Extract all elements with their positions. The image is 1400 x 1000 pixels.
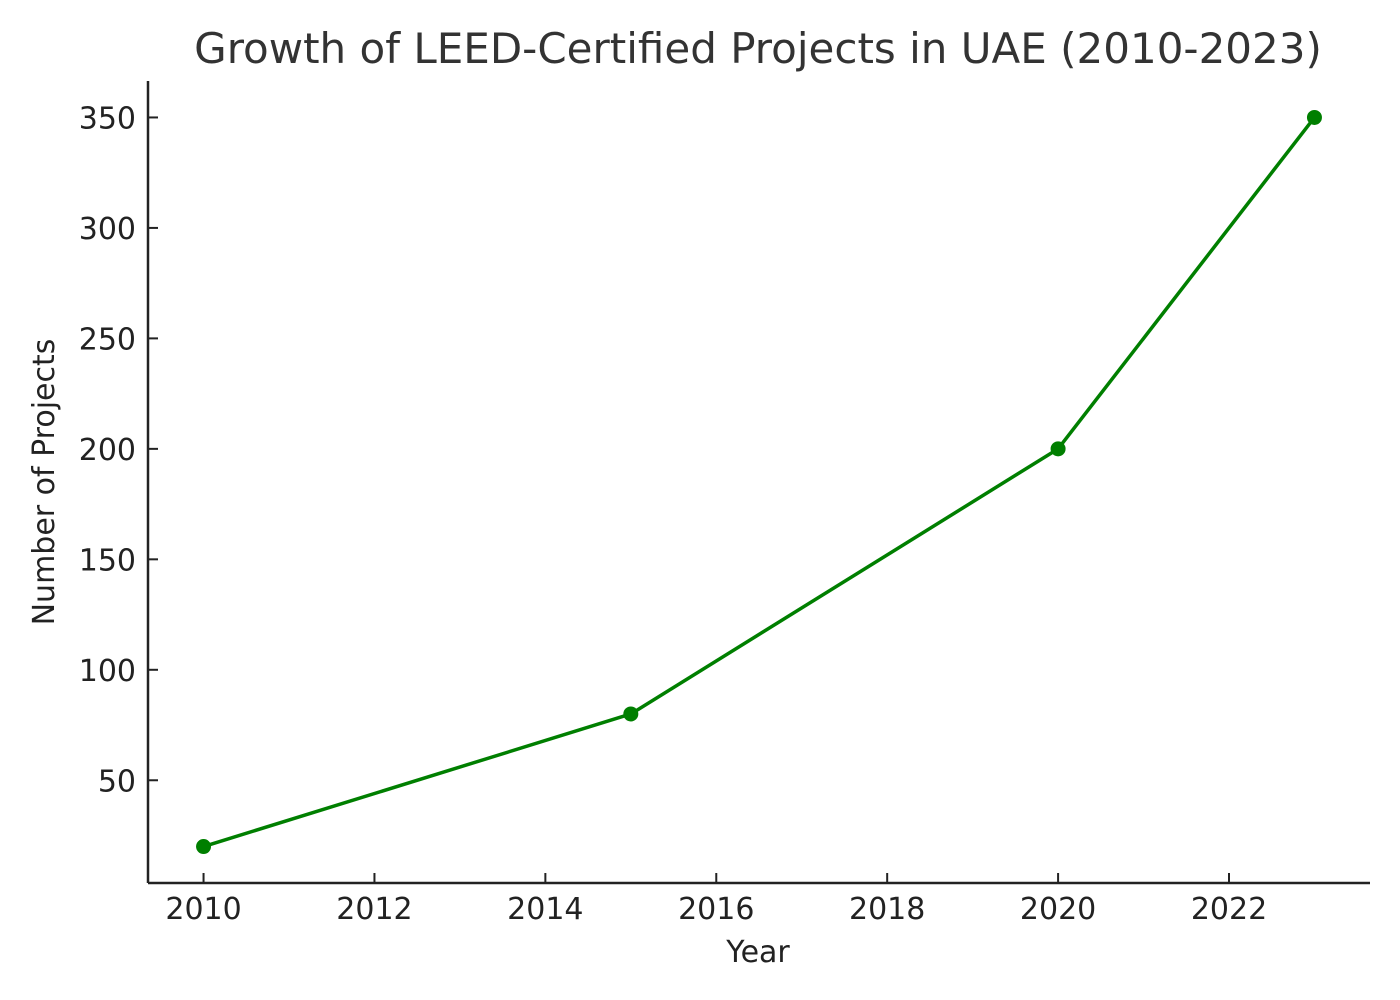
y-tick-label: 150 (79, 543, 136, 578)
y-tick-label: 100 (79, 654, 136, 689)
x-tick-label: 2016 (678, 892, 754, 927)
x-tick-label: 2020 (1020, 892, 1096, 927)
x-tick-label: 2012 (336, 892, 412, 927)
y-tick-label: 350 (79, 101, 136, 136)
data-point (1050, 441, 1066, 457)
x-tick-label: 2014 (507, 892, 583, 927)
ticks: 2010 2012 2014 2016 2018 2020 2022 50 100 150 200 2… (79, 101, 1267, 927)
data-point (1306, 109, 1322, 125)
data-point (196, 839, 212, 855)
y-tick-label: 50 (98, 764, 136, 799)
x-tick-label: 2018 (849, 892, 925, 927)
y-tick-label: 250 (79, 322, 136, 357)
y-tick-label: 200 (79, 433, 136, 468)
y-axis-label: Number of Projects (27, 339, 62, 626)
series-line (203, 116, 1316, 849)
series-layer (196, 109, 1322, 855)
axes (146, 81, 1370, 885)
x-axis-label: Year (725, 935, 790, 970)
chart-title: Growth of LEED-Certified Projects in UAE… (194, 24, 1322, 73)
data-point (623, 706, 639, 722)
y-tick-label: 300 (79, 212, 136, 247)
x-tick-label: 2022 (1191, 892, 1267, 927)
x-tick-label: 2010 (165, 892, 241, 927)
